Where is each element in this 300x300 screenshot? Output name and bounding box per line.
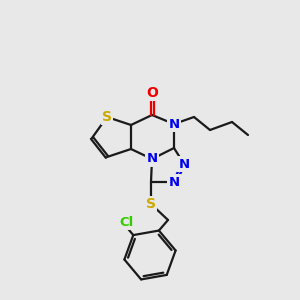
Text: S: S bbox=[146, 197, 156, 211]
Text: O: O bbox=[146, 86, 158, 100]
Text: N: N bbox=[168, 118, 180, 130]
Text: N: N bbox=[168, 176, 180, 188]
Text: Cl: Cl bbox=[119, 216, 133, 229]
Text: N: N bbox=[146, 152, 158, 166]
Text: S: S bbox=[102, 110, 112, 124]
Text: N: N bbox=[178, 158, 190, 170]
